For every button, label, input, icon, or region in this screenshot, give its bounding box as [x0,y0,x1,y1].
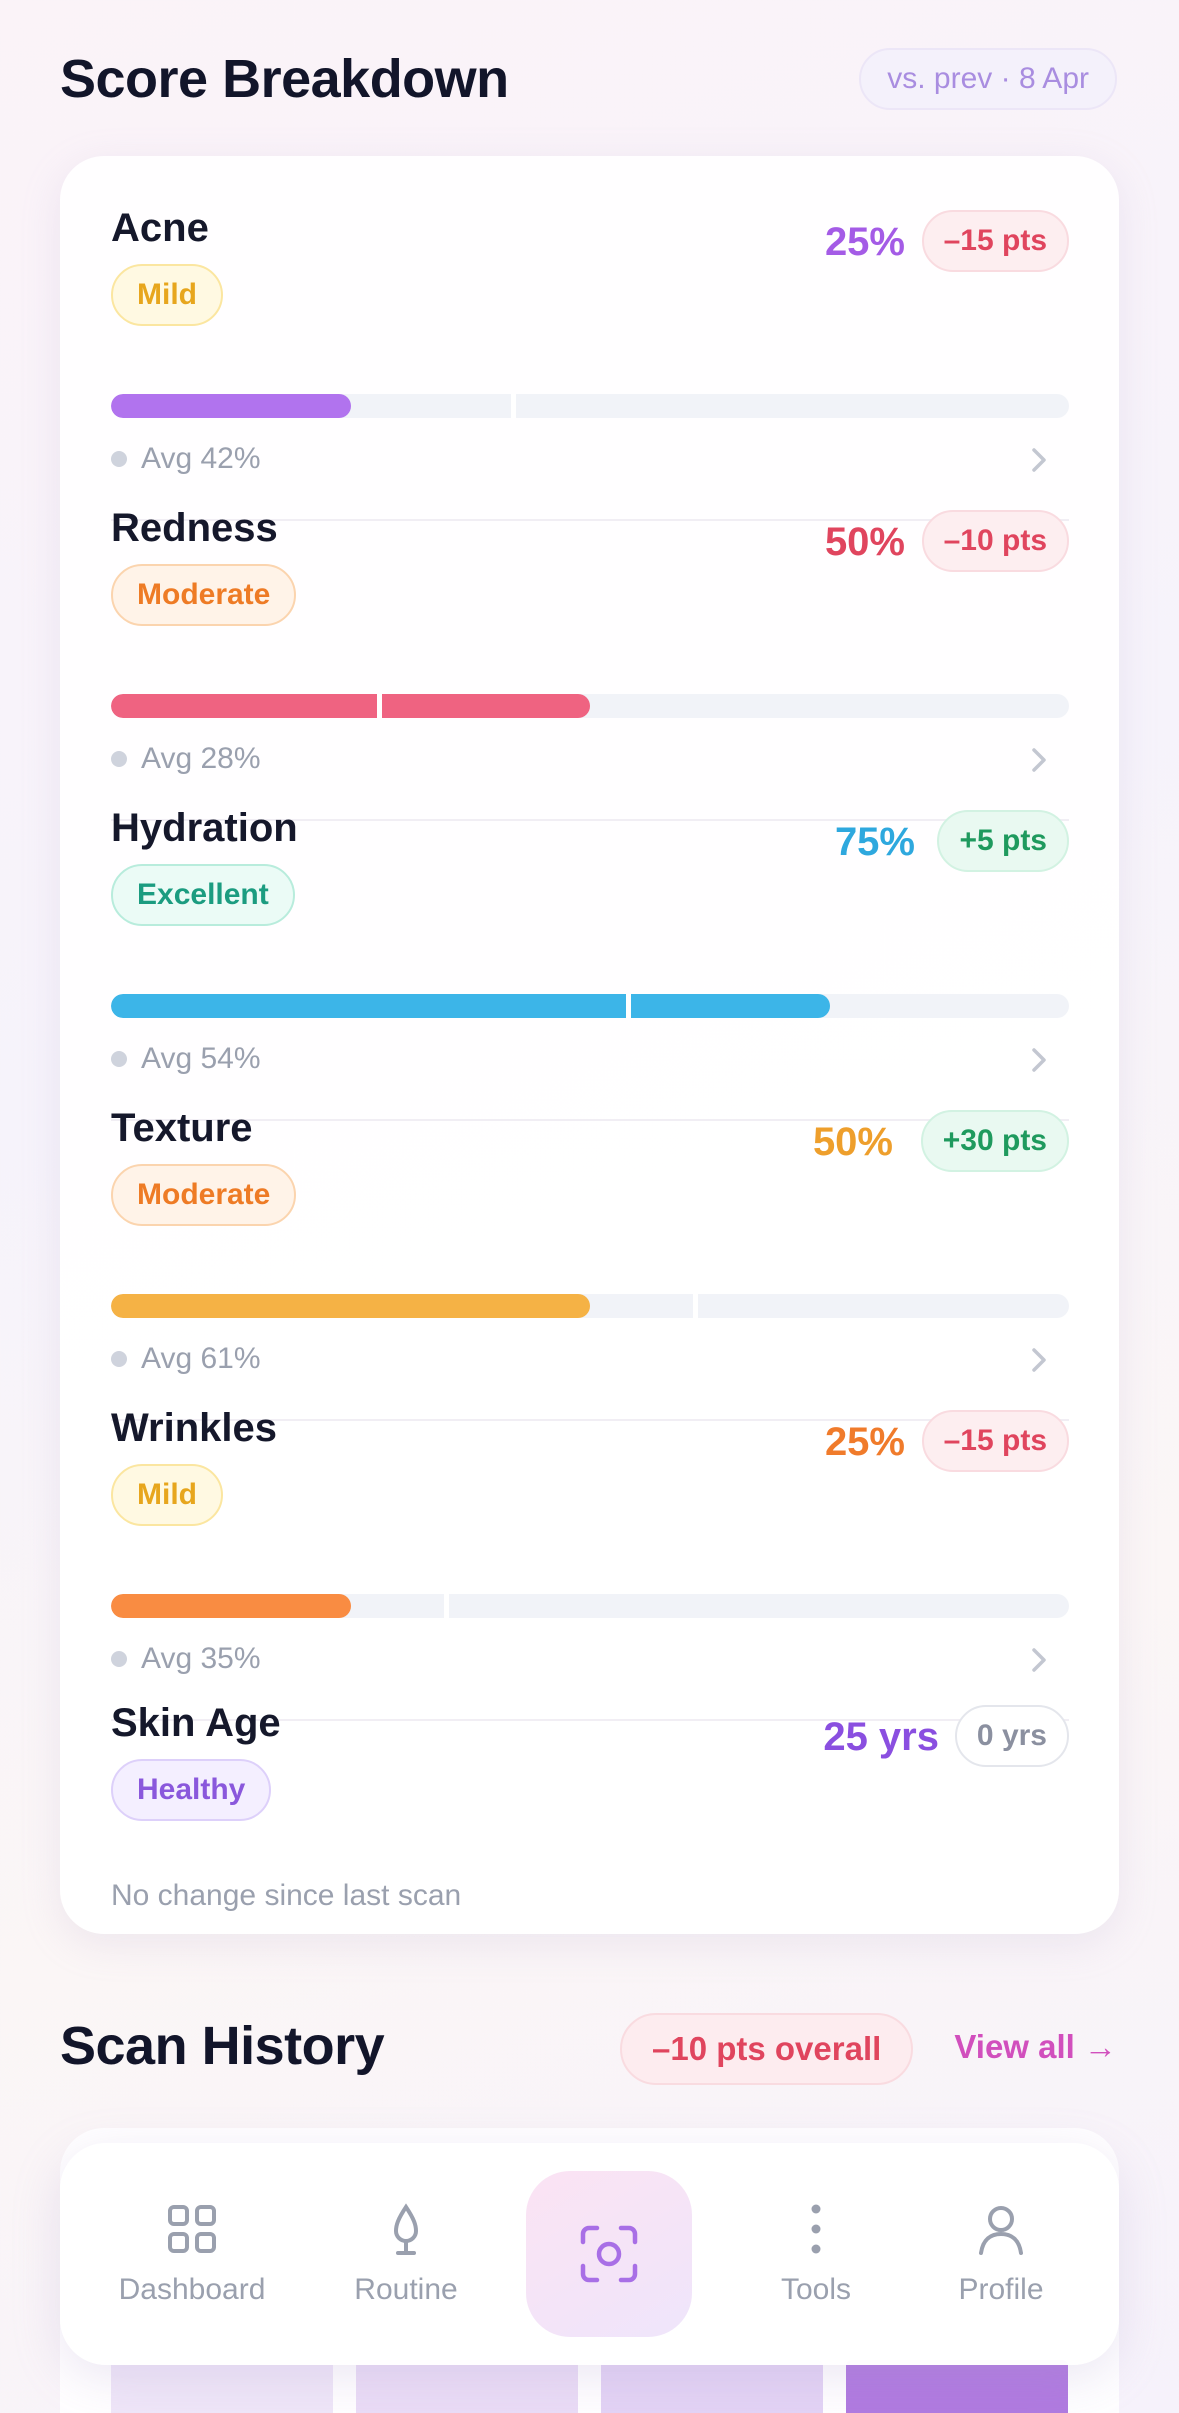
status-badge: Moderate [111,1164,297,1226]
bottom-nav: Dashboard Routine Tools Profile [60,2143,1119,2365]
history-bar [601,2360,823,2413]
metric-skin-age[interactable]: Skin Age Healthy 25 yrs 0 yrs No change … [111,1701,1069,1912]
nav-routine[interactable]: Routine [346,2201,466,2307]
overall-delta-pill: –10 pts overall [620,2013,914,2085]
average-label: Avg 28% [141,742,261,775]
metric-percent: 25% [824,1420,905,1464]
more-vertical-icon [811,2204,821,2254]
score-breakdown-title: Score Breakdown [60,49,509,109]
average-marker [444,1594,450,1618]
nav-label: Profile [958,2273,1044,2306]
chevron-right-icon[interactable] [1019,1040,1059,1080]
metric-acne[interactable]: Acne Mild 25% –15 pts Avg 42% [111,206,1069,521]
metric-name: Redness [111,506,278,550]
history-bar [846,2360,1068,2413]
metric-percent: 50% [812,1120,893,1164]
row-divider [111,819,1069,821]
status-badge: Healthy [111,1759,272,1821]
average-row: Avg 54% [111,1042,261,1076]
average-label: Avg 54% [141,1042,261,1075]
history-bar [356,2360,578,2413]
average-dot [111,451,127,467]
score-breakdown-card: Acne Mild 25% –15 pts Avg 42% Redness Mo… [60,156,1119,1934]
scan-history-title: Scan History [60,2016,385,2076]
metric-hydration[interactable]: Hydration Excellent 75% +5 pts Avg 54% [111,806,1069,1121]
view-all-link[interactable]: View all → [954,2028,1117,2065]
metric-name: Skin Age [111,1701,281,1745]
metric-value: 25 yrs [823,1715,939,1759]
average-marker [693,1294,699,1318]
progress-fill [111,994,830,1018]
progress-track [111,1294,1069,1318]
progress-track [111,1594,1069,1618]
user-icon [979,2206,1023,2255]
dashboard-icon [168,2205,216,2253]
history-bar [111,2360,333,2413]
average-dot [111,1351,127,1367]
nav-profile[interactable]: Profile [946,2201,1056,2307]
average-label: Avg 35% [141,1642,261,1675]
average-row: Avg 42% [111,442,261,476]
average-label: Avg 61% [141,1342,261,1375]
nav-label: Dashboard [118,2273,266,2306]
metric-note: No change since last scan [111,1879,462,1912]
progress-track [111,394,1069,418]
delta-badge: –15 pts [921,210,1069,272]
average-row: Avg 61% [111,1342,261,1376]
scan-button[interactable] [526,2171,692,2337]
average-dot [111,751,127,767]
camera-scan-icon [580,2225,638,2283]
delta-badge: –15 pts [921,1410,1069,1472]
nav-label: Routine [354,2273,458,2306]
compare-date-pill[interactable]: vs. prev · 8 Apr [859,48,1117,110]
metric-name: Wrinkles [111,1406,277,1450]
delta-badge: +30 pts [920,1110,1069,1172]
average-label: Avg 42% [141,442,261,475]
droplet-icon [393,2203,419,2255]
chevron-right-icon[interactable] [1019,740,1059,780]
metric-percent: 50% [824,520,905,564]
delta-badge: +5 pts [937,810,1069,872]
row-divider [111,1719,1069,1721]
metric-name: Texture [111,1106,253,1150]
average-dot [111,1651,127,1667]
average-marker [511,394,517,418]
row-divider [111,519,1069,521]
progress-track [111,994,1069,1018]
average-row: Avg 35% [111,1642,261,1676]
chevron-right-icon[interactable] [1019,1640,1059,1680]
metric-texture[interactable]: Texture Moderate 50% +30 pts Avg 61% [111,1106,1069,1421]
average-marker [626,994,632,1018]
status-badge: Mild [111,1464,223,1526]
nav-tools[interactable]: Tools [766,2201,866,2307]
progress-fill [111,1594,351,1618]
progress-track [111,694,1069,718]
chevron-right-icon[interactable] [1019,1340,1059,1380]
average-dot [111,1051,127,1067]
delta-badge: –10 pts [921,510,1069,572]
nav-dashboard[interactable]: Dashboard [119,2201,265,2307]
metric-percent: 25% [824,220,905,264]
nav-label: Tools [780,2273,852,2306]
delta-badge: 0 yrs [954,1705,1069,1767]
metric-redness[interactable]: Redness Moderate 50% –10 pts Avg 28% [111,506,1069,821]
average-row: Avg 28% [111,742,261,776]
row-divider [111,1119,1069,1121]
metric-percent: 75% [834,820,915,864]
average-marker [377,694,383,718]
progress-fill [111,394,351,418]
progress-fill [111,1294,590,1318]
metric-wrinkles[interactable]: Wrinkles Mild 25% –15 pts Avg 35% [111,1406,1069,1721]
progress-fill [111,694,590,718]
status-badge: Excellent [111,864,295,926]
chevron-right-icon[interactable] [1019,440,1059,480]
status-badge: Mild [111,264,223,326]
row-divider [111,1419,1069,1421]
metric-name: Hydration [111,806,298,850]
status-badge: Moderate [111,564,297,626]
metric-name: Acne [111,206,209,250]
